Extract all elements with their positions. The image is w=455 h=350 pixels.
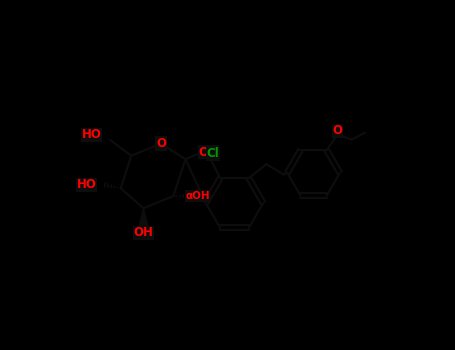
Polygon shape [139, 208, 148, 226]
Text: Cl: Cl [207, 147, 219, 160]
Text: OH: OH [198, 146, 218, 159]
Text: OH: OH [134, 226, 153, 239]
Text: HO: HO [81, 128, 101, 141]
Text: HO: HO [76, 178, 96, 191]
Text: O: O [156, 137, 166, 150]
Text: αOH: αOH [186, 191, 210, 201]
Text: O: O [332, 124, 342, 138]
